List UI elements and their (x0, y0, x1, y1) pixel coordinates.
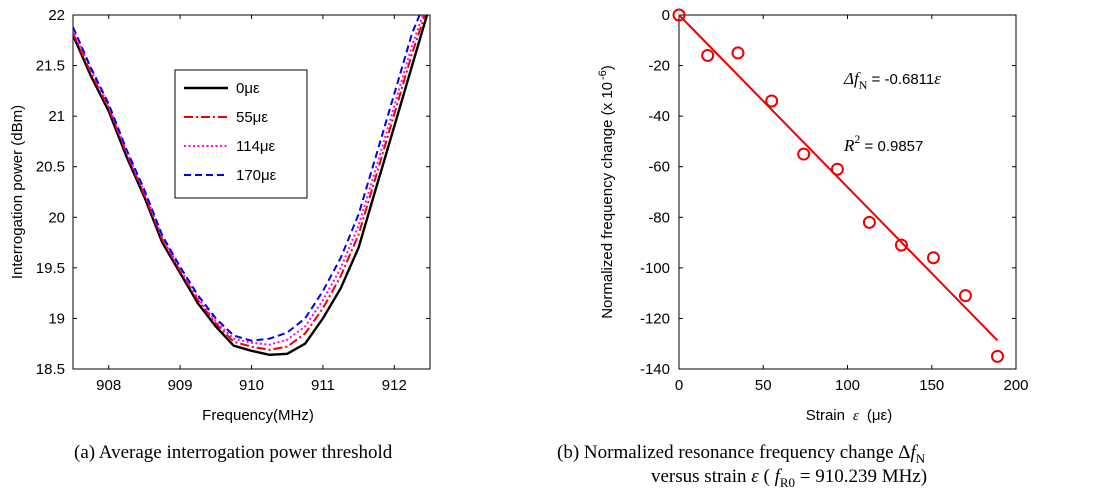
chart-b-data-point (797, 147, 811, 161)
chart-b-x-tick-label: 0 (675, 377, 683, 394)
chart-a-y-tick-label: 19 (48, 310, 65, 327)
chart-a-series-group (73, 15, 429, 357)
chart-b-fit-line (678, 14, 999, 342)
chart-b-y-axis-label: Normalized frequency change (x 10-6) (597, 65, 616, 319)
chart-a-x-tick-label: 909 (168, 377, 193, 394)
chart-b-data-point (958, 289, 972, 303)
chart-a-legend-box (174, 69, 308, 199)
chart-b-x-tick-label: 50 (755, 377, 772, 394)
chart-a-y-tick-label: 21 (48, 108, 65, 125)
chart-b-data-point (672, 8, 686, 22)
chart-b-data-point (830, 162, 844, 176)
chart-a-y-tick-label: 18.5 (36, 361, 65, 378)
chart-a-x-tick-label: 911 (311, 377, 335, 394)
chart-b-y-tick-label: -120 (640, 310, 670, 327)
chart-b-x-tick-label: 100 (835, 377, 860, 394)
chart-b-y-tick-label: -100 (640, 260, 670, 277)
chart-a-legend: 0με 55με 114με 170με (174, 69, 308, 199)
chart-a-series-line-3 (73, 15, 421, 342)
chart-a-series-line-0 (73, 15, 429, 357)
chart-b-markers (672, 8, 1004, 363)
chart-b: 0 50 100 150 200 0 -20 -40 -60 -80 -100 -120 -140 Δf… (597, 7, 1029, 424)
chart-a: 908 909 910 911 91218.51919.52020.52121.522 … (9, 7, 431, 424)
chart-a-y-tick-label: 20 (48, 209, 65, 226)
chart-b-data-point (765, 94, 779, 108)
chart-b-data-point (731, 46, 745, 60)
chart-a-caption: (a) Average interrogation power threshol… (74, 442, 393, 463)
chart-b-y-tick-label: 0 (662, 7, 670, 24)
chart-b-data-point (894, 238, 908, 252)
chart-b-fit-line-group (678, 14, 999, 342)
chart-a-x-tick-label: 908 (96, 377, 121, 394)
chart-b-r-squared-annotation: R2 = 0.9857 (843, 132, 923, 155)
chart-b-y-tick-label: -40 (648, 108, 670, 125)
chart-b-data-point (862, 215, 876, 229)
chart-a-y-axis-label: Interrogation power (dBm) (9, 105, 26, 279)
chart-b-y-tick-label: -20 (648, 58, 670, 75)
chart-b-y-tick-label: -140 (640, 361, 670, 378)
chart-a-x-tick-label: 912 (382, 377, 407, 394)
chart-a-y-tick-label: 19.5 (36, 260, 65, 277)
chart-a-x-axis-label: Frequency(MHz) (202, 407, 314, 424)
chart-b-equation-annotation: ΔfN = -0.6811ε (843, 69, 941, 92)
chart-b-ticks: 0 50 100 150 200 0 -20 -40 -60 -80 -100 -120 -140 (640, 7, 1029, 394)
chart-a-legend-label-2: 114με (236, 138, 276, 155)
chart-a-y-tick-label: 22 (48, 7, 65, 24)
chart-b-data-point (990, 349, 1004, 363)
chart-a-legend-label-0: 0με (236, 80, 260, 97)
chart-a-y-tick-label: 20.5 (36, 159, 65, 176)
chart-b-caption-line-1: (b) Normalized resonance frequency chang… (557, 442, 926, 466)
chart-b-y-tick-label: -60 (648, 159, 670, 176)
chart-b-data-point (926, 251, 940, 265)
chart-b-caption-line-2: versus strain ε ( fR0 = 910.239 MHz) (651, 466, 928, 490)
chart-b-x-tick-label: 200 (1003, 377, 1028, 394)
chart-a-y-tick-label: 21.5 (36, 58, 65, 75)
chart-a-series-line-2 (73, 15, 424, 346)
chart-b-x-tick-label: 150 (919, 377, 944, 394)
chart-b-y-tick-label: -80 (648, 209, 670, 226)
chart-a-x-tick-label: 910 (239, 377, 264, 394)
chart-a-legend-label-1: 55με (236, 109, 268, 126)
chart-a-legend-label-3: 170με (236, 167, 277, 184)
chart-a-ticks: 908 909 910 911 912 18.5 19 19.5 20 20.5 21 21.5 22 (36, 7, 430, 394)
chart-a-series-line-1 (73, 15, 426, 351)
chart-b-x-axis-label: Strain ε (με) (806, 407, 892, 424)
chart-b-data-point (701, 48, 715, 62)
